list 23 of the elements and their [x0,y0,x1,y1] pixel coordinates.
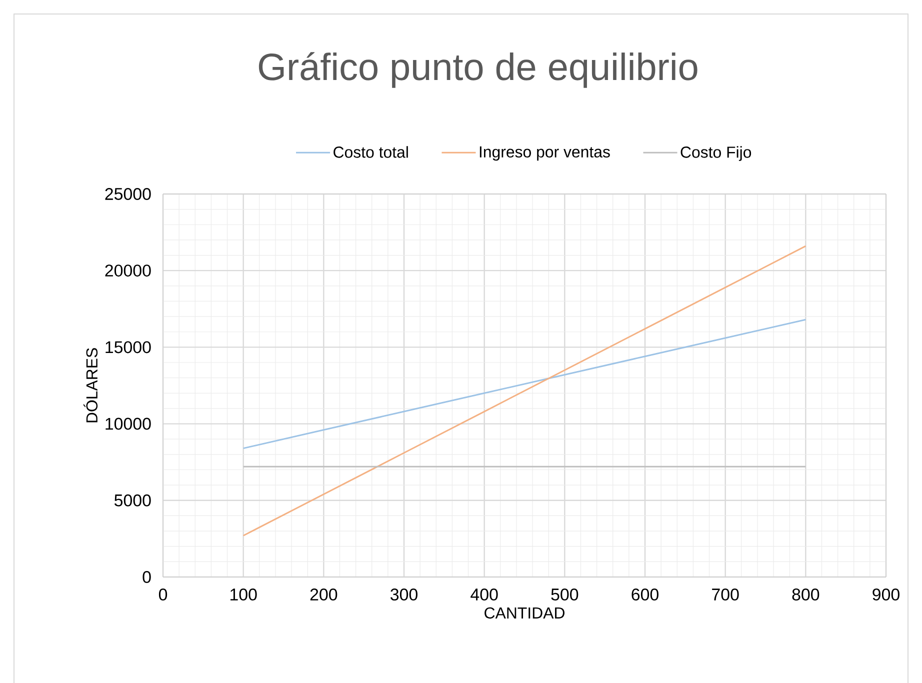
chart-title: Gráfico punto de equilibrio [258,52,698,88]
x-axis-title: CANTIDAD [484,607,564,619]
x-tick-label: 600 [632,588,658,601]
y-tick-label: 10000 [106,418,151,430]
y-tick-label: 25000 [105,188,151,200]
y-tick-label: 15000 [106,341,151,354]
y-tick-label: 20000 [105,264,151,277]
legend-label: Costo total [334,146,408,158]
x-tick-label: 300 [390,588,418,601]
legend-label: Costo Fijo [680,146,752,161]
x-tick-label: 0 [158,588,168,601]
x-tick-label: 200 [310,588,338,601]
x-tick-label: 100 [230,588,257,601]
y-tick-label: 5000 [114,494,151,506]
x-tick-label: 700 [712,588,739,601]
line-series [242,318,806,450]
x-tick-label: 500 [551,588,578,601]
legend-label: Ingreso por ventas [480,146,610,161]
x-tick-label: 800 [792,588,820,601]
y-tick-label: 0 [142,570,151,583]
y-axis-title: DÓLARES [84,348,98,422]
x-tick-label: 900 [872,588,900,601]
x-tick-label: 400 [470,588,498,601]
